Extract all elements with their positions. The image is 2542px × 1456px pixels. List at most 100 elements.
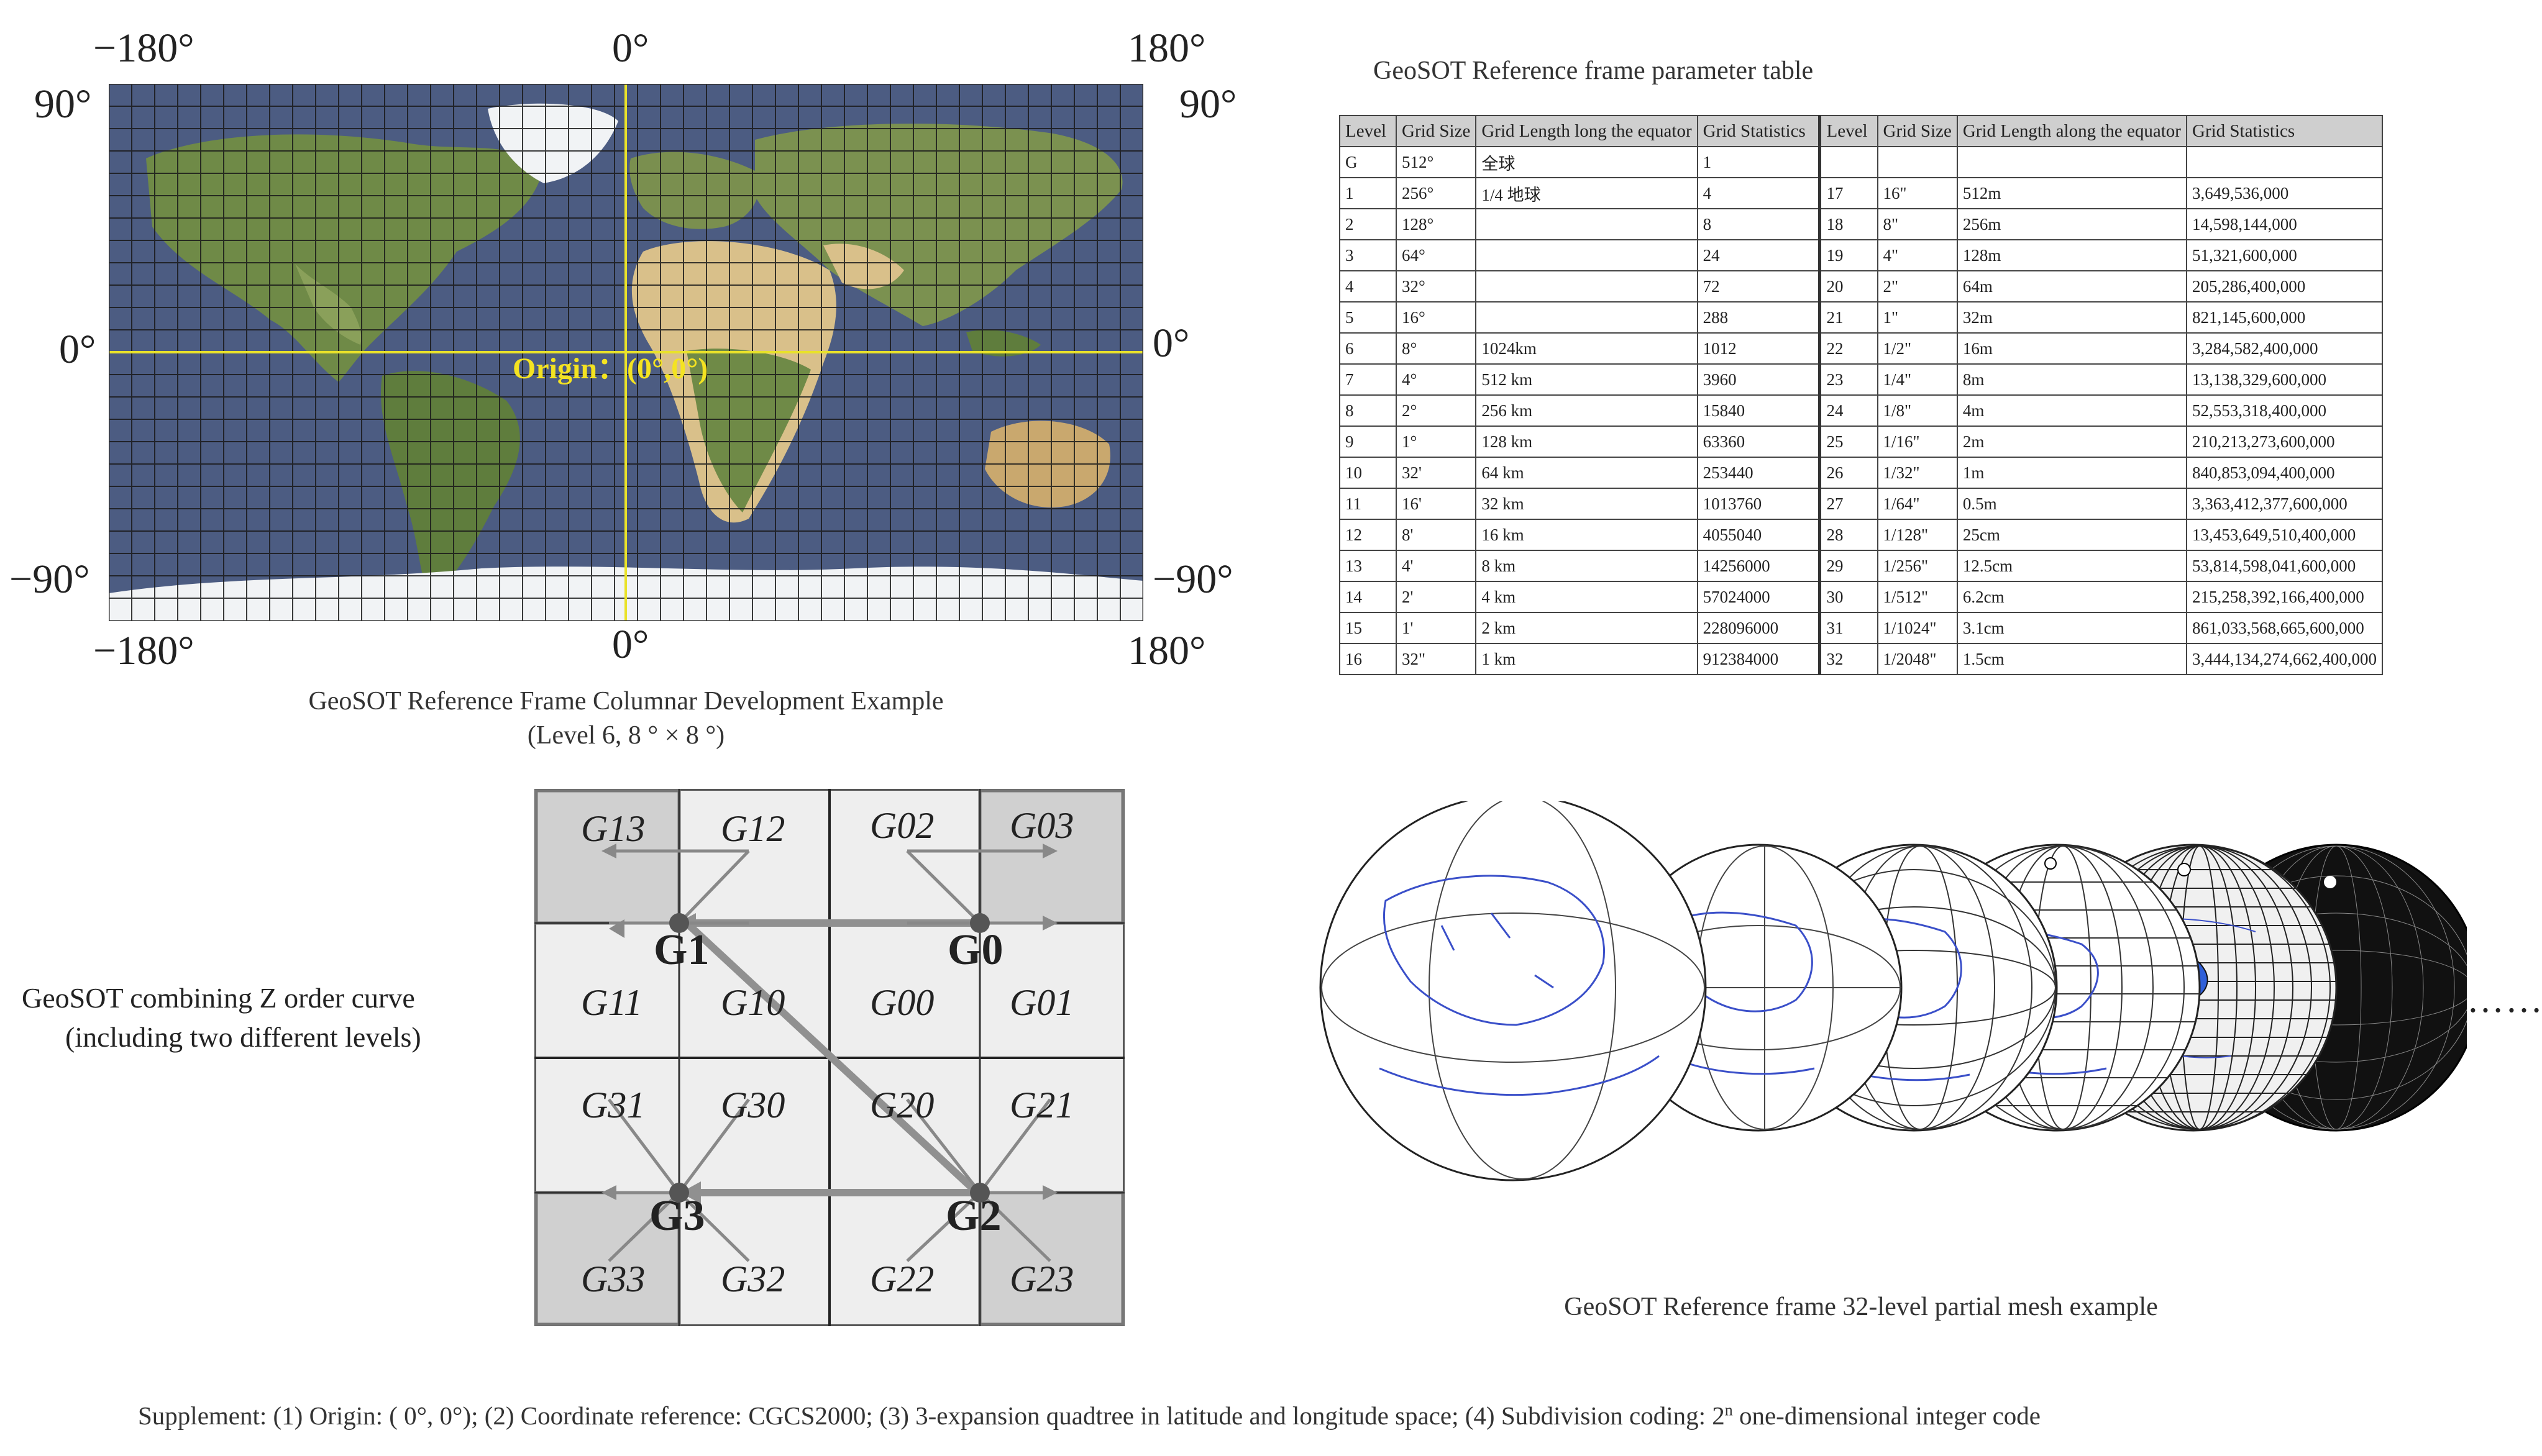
table-cell: 3 <box>1338 239 1397 271</box>
header-grid-size: Grid Size <box>1396 115 1477 147</box>
left-label-north: 90° <box>34 81 92 127</box>
z-minor-label: G33 <box>581 1258 646 1299</box>
table-cell: 1/1024" <box>1877 612 1958 644</box>
table-cell: 6.2cm <box>1956 581 2188 613</box>
table-cell: 20 <box>1818 270 1878 303</box>
table-cell: 2' <box>1396 581 1477 613</box>
table-cell: 4055040 <box>1696 519 1821 551</box>
table-cell: 8 <box>1696 208 1821 240</box>
table-cell: 253440 <box>1696 457 1821 489</box>
z-label-G0: G0 <box>948 926 1004 974</box>
table-row: 7 4° 512 km 3960 23 1/4" 8m 13,138,329,600,000 <box>1338 363 2383 396</box>
table-cell: 256m <box>1956 208 2188 240</box>
top-label-west: −180° <box>93 25 194 71</box>
table-cell: 3,363,412,377,600,000 <box>2186 488 2383 520</box>
table-cell: 12 <box>1338 519 1397 551</box>
table-cell: 11 <box>1338 488 1397 520</box>
table-cell: 16" <box>1877 177 1958 209</box>
table-cell: 57024000 <box>1696 581 1821 613</box>
table-cell: 14256000 <box>1696 550 1821 582</box>
table-cell: 32" <box>1396 643 1477 675</box>
table-row: 14 2' 4 km 57024000 30 1/512" 6.2cm 215,258,392… <box>1338 581 2383 613</box>
table-cell: 72 <box>1696 270 1821 303</box>
table-cell: 63360 <box>1696 425 1821 458</box>
table-cell: 16m <box>1956 332 2188 365</box>
table-cell <box>1475 239 1698 271</box>
table-cell: 2 <box>1338 208 1397 240</box>
table-row: 6 8° 1024km 1012 22 1/2" 16m 3,284,582,400,000 <box>1338 332 2383 365</box>
supplement-text: Supplement: (1) Origin: ( 0°, 0°); (2) C… <box>138 1401 1725 1430</box>
table-cell: 8 km <box>1475 550 1698 582</box>
table-cell: 16 km <box>1475 519 1698 551</box>
table-cell: 15840 <box>1696 394 1821 427</box>
table-cell: 1/8" <box>1877 394 1958 427</box>
table-row: 16 32" 1 km 912384000 32 1/2048" 1.5cm 3,444,13… <box>1338 643 2383 675</box>
z-curve-caption-line2: (including two different levels) <box>65 1021 421 1053</box>
table-cell: 821,145,600,000 <box>2186 301 2383 334</box>
bottom-label-west: −180° <box>93 628 194 673</box>
table-cell <box>2186 146 2383 178</box>
table-row: 3 64° 24 19 4" 128m 51,321,600,000 <box>1338 239 2383 271</box>
table-cell: 256 km <box>1475 394 1698 427</box>
header-level: Level <box>1338 115 1397 147</box>
table-cell: 4° <box>1396 363 1477 396</box>
header-grid-statistics: Grid Statistics <box>1696 115 1821 147</box>
z-minor-label: G30 <box>721 1085 785 1126</box>
table-row: G 512° 全球 1 <box>1338 146 2383 178</box>
table-cell: 14 <box>1338 581 1397 613</box>
table-cell <box>1475 301 1698 334</box>
table-cell: 1 <box>1338 177 1397 209</box>
table-cell: 840,853,094,400,000 <box>2186 457 2383 489</box>
table-cell: 3,649,536,000 <box>2186 177 2383 209</box>
table-cell: 512 km <box>1475 363 1698 396</box>
table-cell: 512m <box>1956 177 2188 209</box>
table-cell: 1/4" <box>1877 363 1958 396</box>
table-cell: 512° <box>1396 146 1477 178</box>
table-cell: 24 <box>1696 239 1821 271</box>
table-cell <box>1877 146 1958 178</box>
table-cell: 32m <box>1956 301 2188 334</box>
table-cell: 861,033,568,665,600,000 <box>2186 612 2383 644</box>
table-cell: 32 <box>1818 643 1878 675</box>
table-cell: 27 <box>1818 488 1878 520</box>
table-cell: 23 <box>1818 363 1878 396</box>
table-cell: 9 <box>1338 425 1397 458</box>
table-cell: 1/16" <box>1877 425 1958 458</box>
table-cell: 3,444,134,274,662,400,000 <box>2186 643 2383 675</box>
origin-label: Origin：(0°,0°) <box>513 352 708 385</box>
header-level-2: Level <box>1818 115 1878 147</box>
table-cell: 16° <box>1396 301 1477 334</box>
table-cell: 1024km <box>1475 332 1698 365</box>
table-cell: 1/64" <box>1877 488 1958 520</box>
table-cell <box>1475 270 1698 303</box>
table-cell: 31 <box>1818 612 1878 644</box>
table-cell: 25 <box>1818 425 1878 458</box>
globes-caption: GeoSOT Reference frame 32-level partial … <box>1564 1293 2158 1321</box>
table-cell: 17 <box>1818 177 1878 209</box>
table-cell: 4' <box>1396 550 1477 582</box>
table-cell: 8" <box>1877 208 1958 240</box>
supplement-note: Supplement: (1) Origin: ( 0°, 0°); (2) C… <box>138 1401 2041 1431</box>
table-cell: 6 <box>1338 332 1397 365</box>
table-cell: 205,286,400,000 <box>2186 270 2383 303</box>
table-cell: 4m <box>1956 394 2188 427</box>
right-label-equator: 0° <box>1153 321 1190 366</box>
table-row: 2 128° 8 18 8" 256m 14,598,144,000 <box>1338 208 2383 240</box>
globes-sequence <box>1319 801 2467 1181</box>
table-cell: 13 <box>1338 550 1397 582</box>
table-cell: 8° <box>1396 332 1477 365</box>
table-cell <box>1475 208 1698 240</box>
table-cell: 14,598,144,000 <box>2186 208 2383 240</box>
table-cell: 64 km <box>1475 457 1698 489</box>
table-cell: 1/256" <box>1877 550 1958 582</box>
header-grid-length: Grid Length long the equator <box>1475 115 1698 147</box>
table-cell: 12.5cm <box>1956 550 2188 582</box>
table-cell: 215,258,392,166,400,000 <box>2186 581 2383 613</box>
z-minor-label: G03 <box>1010 805 1074 846</box>
table-cell: 1/2" <box>1877 332 1958 365</box>
table-row: 10 32' 64 km 253440 26 1/32" 1m 840,853,094,400… <box>1338 457 2383 489</box>
table-cell: 16 <box>1338 643 1397 675</box>
table-cell: 28 <box>1818 519 1878 551</box>
table-cell: 1° <box>1396 425 1477 458</box>
table-cell: 4" <box>1877 239 1958 271</box>
